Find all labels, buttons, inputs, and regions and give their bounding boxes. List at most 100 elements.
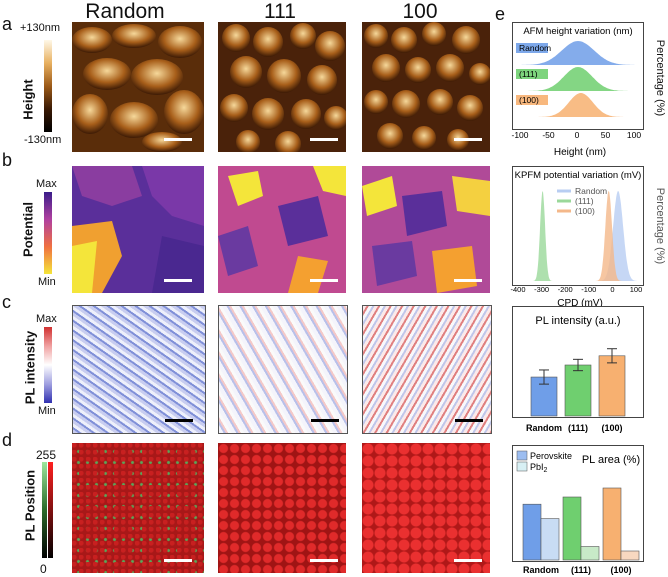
column-title-random: Random xyxy=(85,0,165,23)
height-colorbar-min: -130nm xyxy=(24,134,62,146)
legend-label-perovskite: Perovskite xyxy=(530,451,572,461)
bar-perovskite-Random xyxy=(522,503,542,561)
scale-bar xyxy=(164,559,192,562)
pl-intensity-map-100 xyxy=(362,305,492,434)
scale-bar xyxy=(454,559,482,562)
bar-perovskite-(111) xyxy=(562,496,582,561)
scale-bar xyxy=(455,419,483,422)
distribution-1 xyxy=(519,191,637,281)
height-colorbar-max: +130nm xyxy=(20,22,61,34)
potential-colorbar-min: Min xyxy=(38,276,56,288)
x-tick-label: 100 xyxy=(627,130,641,140)
row-label-pl-position: PL Position xyxy=(22,469,38,542)
legend-swatch xyxy=(516,69,548,79)
x-tick-label: 100 xyxy=(630,285,643,294)
x-tick-label: -400 xyxy=(510,285,525,294)
pl-position-map-100 xyxy=(362,443,490,573)
pl-intensity-map-random xyxy=(72,305,206,434)
panel-letter-e: e xyxy=(495,4,506,24)
legend-label: (111) xyxy=(519,69,538,79)
legend-swatch-perovskite xyxy=(516,450,528,461)
panel-letter-b: b xyxy=(2,150,13,170)
pl-position-colorbar-max: 255 xyxy=(36,448,57,462)
column-title-111: 111 xyxy=(264,0,296,23)
legend-label: (100) xyxy=(519,95,539,105)
distribution-2 xyxy=(521,93,635,117)
x-tick-label: -100 xyxy=(511,130,528,140)
row-label-pl-intensity: PL intensity xyxy=(22,330,38,405)
scale-bar xyxy=(454,138,482,141)
potential-colorbar-max: Max xyxy=(36,178,57,190)
bar-pbi2-(100) xyxy=(620,550,640,561)
x-axis-label: CPD (mV) xyxy=(557,298,603,309)
distribution-1 xyxy=(521,67,635,91)
panel-letter-c: c xyxy=(2,292,11,312)
afm-height-variation-chart: AFM height variation (nm) Random (111) (10… xyxy=(512,22,644,130)
pl-position-colorbar-red xyxy=(48,462,53,558)
scale-bar xyxy=(165,419,193,422)
x-tick-label: -300 xyxy=(534,285,549,294)
x-tick-label: 0 xyxy=(610,285,614,294)
legend-label: (100) xyxy=(575,206,595,216)
chart-title: PL intensity (a.u.) xyxy=(535,315,620,327)
kpfm-potential-map-random xyxy=(72,166,204,293)
panel-letter-d: d xyxy=(2,430,13,450)
category-label: Random xyxy=(526,423,562,433)
afm-height-map-100 xyxy=(362,22,490,152)
legend-label: Random xyxy=(575,186,607,196)
pl-intensity-map-111 xyxy=(218,305,348,434)
legend-label-pbi2: PbI2 xyxy=(530,462,548,474)
x-tick-label: 50 xyxy=(601,130,611,140)
kpfm-potential-map-100 xyxy=(362,166,490,293)
scale-bar xyxy=(310,138,338,141)
pl-intensity-bar-chart: PL intensity (a.u.) xyxy=(512,306,644,418)
legend-label: Random xyxy=(519,43,551,53)
bar-pbi2-Random xyxy=(540,518,560,561)
scale-bar xyxy=(164,138,192,141)
scale-bar xyxy=(310,279,338,282)
column-title-100: 100 xyxy=(402,0,438,23)
pl-position-map-random xyxy=(72,443,204,573)
y-axis-label: Percentage (%) xyxy=(654,187,666,265)
bar-pbi2-(111) xyxy=(580,546,600,561)
scale-bar xyxy=(310,559,338,562)
row-label-potential: Potential xyxy=(20,202,36,257)
potential-colorbar xyxy=(44,192,52,274)
legend-swatch xyxy=(516,43,548,53)
x-tick-label: -200 xyxy=(558,285,573,294)
chart-title: KPFM potential variation (mV) xyxy=(515,170,642,181)
x-tick-label: 0 xyxy=(575,130,580,140)
distribution-0 xyxy=(519,191,637,281)
bar-perovskite-(100) xyxy=(602,487,622,561)
category-label: Random xyxy=(523,565,559,575)
category-label: (100) xyxy=(610,565,631,575)
x-axis-label: Height (nm) xyxy=(554,147,606,158)
category-label: (111) xyxy=(571,565,591,575)
y-axis-label: Percentage (%) xyxy=(654,39,666,117)
legend-label: (111) xyxy=(575,196,594,206)
pl-position-colorbar-min: 0 xyxy=(40,562,47,576)
afm-height-map-random xyxy=(72,22,204,152)
pl-position-map-111 xyxy=(218,443,346,573)
height-colorbar xyxy=(44,40,52,132)
row-label-height: Height xyxy=(20,79,36,120)
kpfm-potential-variation-chart: KPFM potential variation (mV) Random (111… xyxy=(512,166,644,286)
x-tick-label: -100 xyxy=(581,285,596,294)
x-tick-label: -50 xyxy=(542,130,555,140)
bar-(100) xyxy=(598,355,626,417)
legend-swatch xyxy=(516,95,548,105)
scale-bar xyxy=(164,279,192,282)
pl-position-colorbar-green xyxy=(42,462,47,558)
pl-intensity-colorbar xyxy=(44,327,52,403)
scale-bar xyxy=(311,419,339,422)
scale-bar xyxy=(454,279,482,282)
bar-(111) xyxy=(564,364,592,417)
distribution-2 xyxy=(519,191,637,281)
pl-intensity-colorbar-min: Min xyxy=(38,405,56,417)
distribution-0 xyxy=(521,41,635,65)
category-label: (100) xyxy=(601,423,622,433)
kpfm-potential-map-111 xyxy=(218,166,346,293)
chart-title: AFM height variation (nm) xyxy=(523,26,632,37)
pl-intensity-colorbar-max: Max xyxy=(36,313,57,325)
afm-height-map-111 xyxy=(218,22,346,152)
